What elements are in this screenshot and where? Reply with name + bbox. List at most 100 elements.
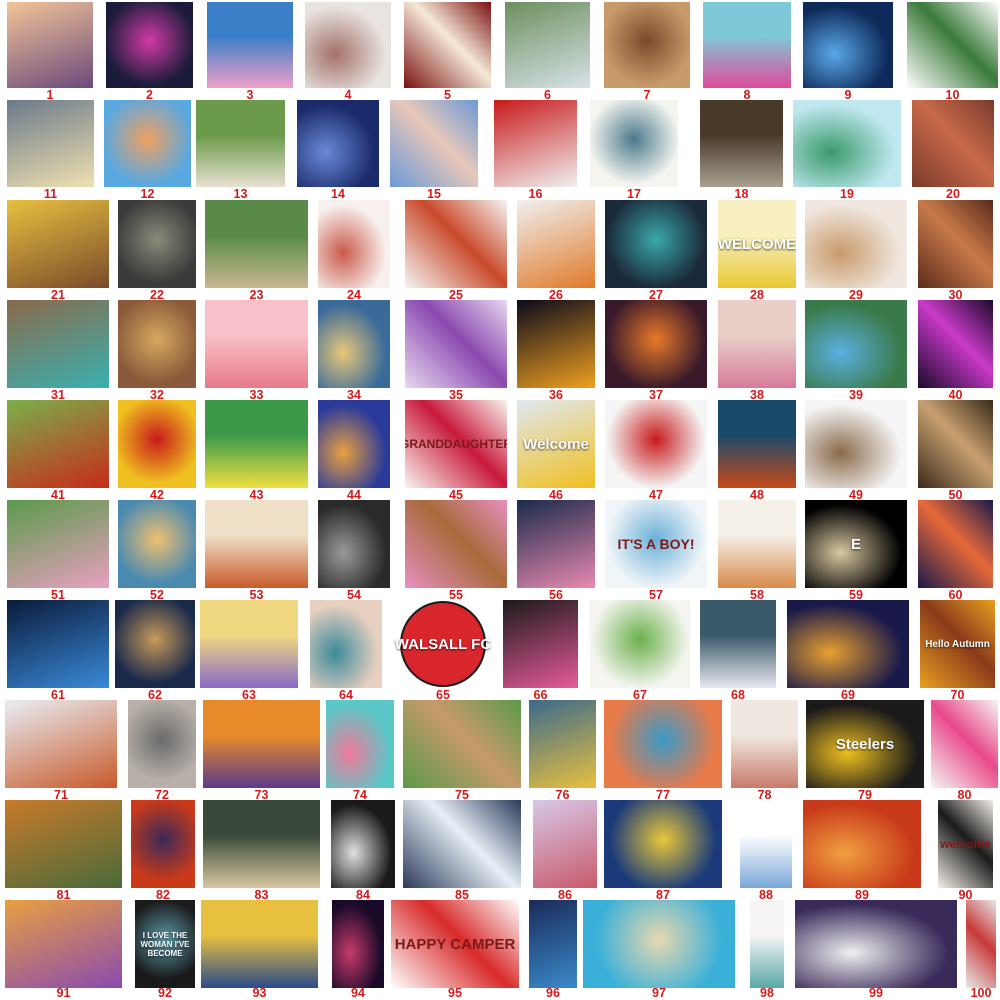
image-tile-73[interactable]	[203, 700, 320, 788]
image-tile-39[interactable]	[805, 300, 907, 388]
image-tile-82[interactable]	[131, 800, 195, 888]
image-tile-47[interactable]	[605, 400, 707, 488]
image-tile-24[interactable]	[318, 200, 390, 288]
image-tile-83[interactable]	[203, 800, 320, 888]
image-tile-81[interactable]	[5, 800, 122, 888]
image-tile-87[interactable]	[604, 800, 722, 888]
image-tile-22[interactable]	[118, 200, 196, 288]
image-tile-32[interactable]	[118, 300, 196, 388]
image-tile-12[interactable]	[104, 100, 191, 187]
image-tile-86[interactable]	[533, 800, 597, 888]
image-tile-88[interactable]	[740, 800, 792, 888]
image-tile-1[interactable]	[7, 2, 93, 88]
image-tile-74[interactable]	[326, 700, 394, 788]
image-tile-70[interactable]: Hello Autumn	[920, 600, 995, 688]
image-tile-3[interactable]	[207, 2, 293, 88]
image-tile-50[interactable]	[918, 400, 993, 488]
image-tile-6[interactable]	[505, 2, 590, 88]
image-tile-84[interactable]	[331, 800, 395, 888]
image-tile-23[interactable]	[205, 200, 308, 288]
image-tile-99[interactable]	[795, 900, 957, 988]
image-tile-51[interactable]	[7, 500, 109, 588]
image-tile-30[interactable]	[918, 200, 993, 288]
image-tile-62[interactable]	[115, 600, 195, 688]
image-tile-57[interactable]: IT'S A BOY!	[605, 500, 707, 588]
image-tile-48[interactable]	[718, 400, 796, 488]
image-tile-91[interactable]	[5, 900, 122, 988]
image-tile-40[interactable]	[918, 300, 993, 388]
image-tile-33[interactable]	[205, 300, 308, 388]
image-tile-67[interactable]	[590, 600, 690, 688]
image-tile-78[interactable]	[731, 700, 798, 788]
image-tile-89[interactable]	[803, 800, 921, 888]
image-tile-58[interactable]	[718, 500, 796, 588]
image-tile-75[interactable]	[403, 700, 521, 788]
image-tile-11[interactable]	[7, 100, 94, 187]
image-tile-52[interactable]	[118, 500, 196, 588]
image-tile-97[interactable]	[583, 900, 735, 988]
image-tile-37[interactable]	[605, 300, 707, 388]
image-tile-77[interactable]	[604, 700, 722, 788]
image-tile-19[interactable]	[793, 100, 901, 187]
image-tile-42[interactable]	[118, 400, 196, 488]
image-tile-25[interactable]	[405, 200, 507, 288]
image-tile-80[interactable]	[931, 700, 998, 788]
image-tile-18[interactable]	[700, 100, 783, 187]
image-tile-65[interactable]: WALSALL FC	[393, 600, 493, 688]
image-tile-31[interactable]	[7, 300, 109, 388]
image-tile-36[interactable]	[517, 300, 595, 388]
image-tile-21[interactable]	[7, 200, 109, 288]
image-tile-38[interactable]	[718, 300, 796, 388]
image-tile-43[interactable]	[205, 400, 308, 488]
image-tile-76[interactable]	[529, 700, 596, 788]
image-tile-66[interactable]	[503, 600, 578, 688]
image-tile-68[interactable]	[700, 600, 776, 688]
image-tile-10[interactable]	[907, 2, 998, 88]
image-tile-79[interactable]: Steelers	[806, 700, 924, 788]
image-tile-96[interactable]	[529, 900, 577, 988]
image-tile-46[interactable]: Welcome	[517, 400, 595, 488]
image-tile-9[interactable]	[803, 2, 893, 88]
image-tile-8[interactable]	[703, 2, 791, 88]
image-tile-61[interactable]	[7, 600, 109, 688]
image-tile-29[interactable]	[805, 200, 907, 288]
image-tile-94[interactable]	[332, 900, 384, 988]
image-tile-59[interactable]: E	[805, 500, 907, 588]
image-tile-26[interactable]	[517, 200, 595, 288]
image-tile-92[interactable]: I LOVE THE WOMAN I'VE BECOME	[135, 900, 195, 988]
image-tile-5[interactable]	[404, 2, 491, 88]
image-tile-45[interactable]: GRANDDAUGHTER	[405, 400, 507, 488]
image-tile-35[interactable]	[405, 300, 507, 388]
image-tile-14[interactable]	[297, 100, 379, 187]
image-tile-63[interactable]	[200, 600, 298, 688]
image-tile-41[interactable]	[7, 400, 109, 488]
image-tile-27[interactable]	[605, 200, 707, 288]
image-tile-13[interactable]	[196, 100, 285, 187]
image-tile-64[interactable]	[310, 600, 382, 688]
image-tile-53[interactable]	[205, 500, 308, 588]
image-tile-7[interactable]	[604, 2, 690, 88]
image-tile-72[interactable]	[128, 700, 196, 788]
image-tile-15[interactable]	[390, 100, 478, 187]
image-tile-4[interactable]	[305, 2, 391, 88]
image-tile-44[interactable]	[318, 400, 390, 488]
image-tile-16[interactable]	[494, 100, 577, 187]
image-tile-100[interactable]	[966, 900, 996, 988]
image-tile-60[interactable]	[918, 500, 993, 588]
image-tile-90[interactable]: welcome	[938, 800, 993, 888]
image-tile-56[interactable]	[517, 500, 595, 588]
image-tile-98[interactable]	[750, 900, 784, 988]
image-tile-93[interactable]	[201, 900, 318, 988]
image-tile-95[interactable]: HAPPY CAMPER	[391, 900, 519, 988]
image-tile-54[interactable]	[318, 500, 390, 588]
image-tile-71[interactable]	[5, 700, 117, 788]
image-tile-85[interactable]	[403, 800, 521, 888]
image-tile-17[interactable]	[590, 100, 678, 187]
image-tile-20[interactable]	[912, 100, 994, 187]
image-tile-69[interactable]	[787, 600, 909, 688]
image-tile-2[interactable]	[106, 2, 193, 88]
image-tile-55[interactable]	[405, 500, 507, 588]
image-tile-49[interactable]	[805, 400, 907, 488]
image-tile-28[interactable]: WELCOME	[718, 200, 796, 288]
image-tile-34[interactable]	[318, 300, 390, 388]
